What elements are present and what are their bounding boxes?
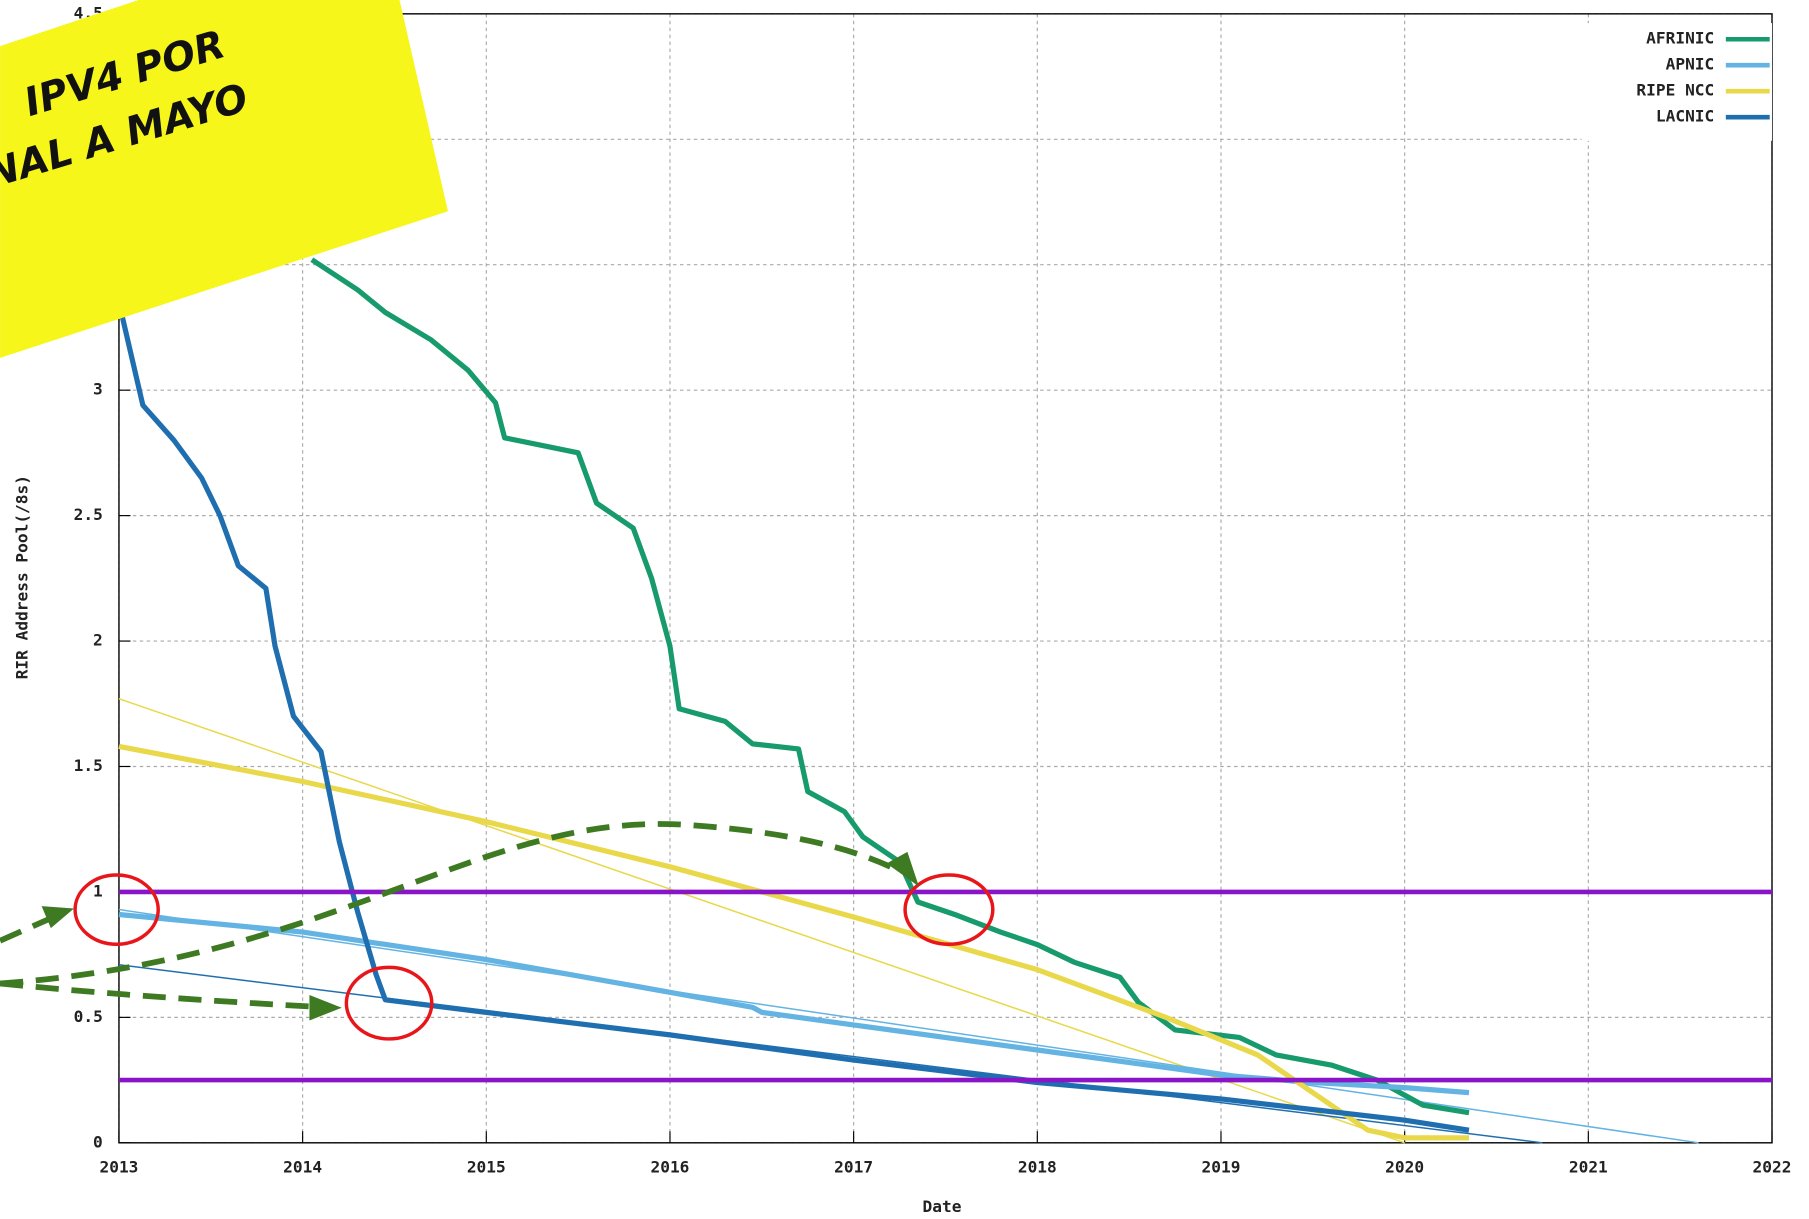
x-tick-label: 2022 (1753, 1158, 1792, 1177)
x-tick-label: 2015 (467, 1158, 506, 1177)
y-tick-label: 3 (93, 380, 103, 399)
legend-label: LACNIC (1656, 107, 1714, 126)
x-tick-label: 2018 (1018, 1158, 1057, 1177)
chart: 00.511.522.533.544.520132014201520162017… (0, 0, 1809, 1219)
x-axis-label: Date (923, 1197, 962, 1216)
y-tick-label: 2 (93, 631, 103, 650)
x-tick-label: 2021 (1569, 1158, 1608, 1177)
y-axis-label: RIR Address Pool(/8s) (13, 475, 32, 679)
legend-label: AFRINIC (1646, 29, 1714, 48)
legend-label: RIPE NCC (1636, 81, 1714, 100)
x-tick-label: 2017 (834, 1158, 873, 1177)
legend-label: APNIC (1666, 55, 1715, 74)
x-tick-label: 2013 (99, 1158, 138, 1177)
y-tick-label: 2.5 (74, 505, 103, 524)
x-tick-label: 2020 (1385, 1158, 1424, 1177)
y-tick-label: 1.5 (74, 756, 103, 775)
y-tick-label: 0 (93, 1132, 103, 1151)
x-tick-label: 2014 (283, 1158, 322, 1177)
x-tick-label: 2016 (651, 1158, 690, 1177)
y-tick-label: 0.5 (74, 1007, 103, 1026)
x-tick-label: 2019 (1202, 1158, 1241, 1177)
y-tick-label: 1 (93, 881, 103, 900)
